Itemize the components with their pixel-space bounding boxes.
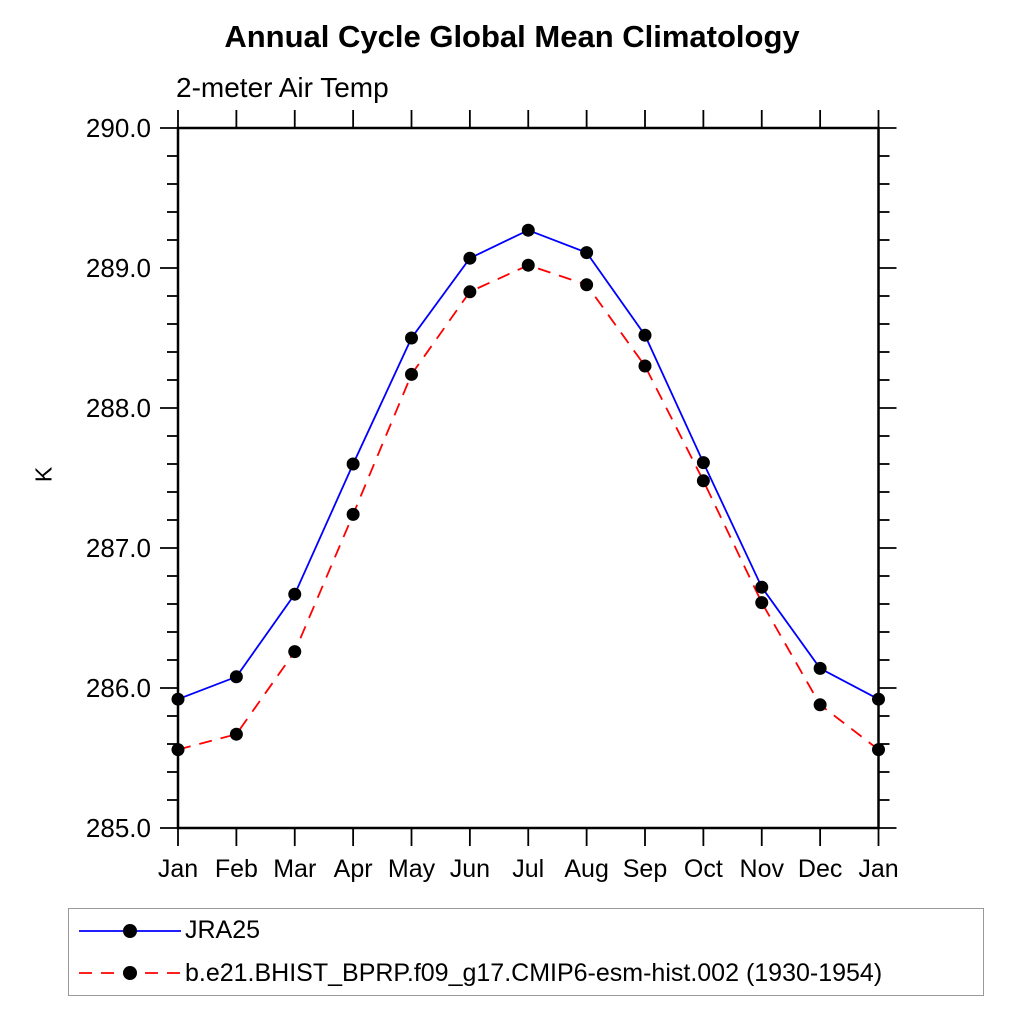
chart-subtitle: 2-meter Air Temp	[176, 72, 389, 103]
y-tick-label: 286.0	[86, 673, 151, 703]
data-point-s1	[346, 507, 360, 521]
series-line-1	[177, 264, 880, 751]
data-point-s1	[755, 596, 769, 610]
data-point-s0	[288, 587, 302, 601]
y-tick-label: 290.0	[86, 113, 151, 143]
data-point-s1	[229, 727, 243, 741]
data-point-s0	[405, 331, 418, 345]
data-point-s0	[463, 251, 477, 265]
x-tick-label: Sep	[623, 855, 667, 883]
legend-line-sample-dashed	[79, 966, 181, 981]
data-point-s1	[171, 743, 185, 757]
y-tick-label: 288.0	[86, 393, 151, 423]
x-tick-label: Aug	[564, 855, 608, 883]
chart-title: Annual Cycle Global Mean Climatology	[224, 19, 800, 54]
data-point-s1	[288, 645, 302, 659]
data-point-s0	[346, 457, 360, 471]
x-tick-label: May	[388, 855, 436, 883]
x-tick-label: Jan	[158, 855, 198, 883]
x-tick-label: Feb	[215, 855, 258, 883]
data-point-s0	[638, 328, 652, 342]
legend-row-jra25: JRA25	[69, 910, 983, 952]
data-point-s1	[405, 367, 418, 381]
legend: JRA25 b.e21.BHIST_BPRP.f09_g17.CMIP6-esm…	[68, 908, 984, 996]
legend-label-model: b.e21.BHIST_BPRP.f09_g17.CMIP6-esm-hist.…	[185, 958, 883, 987]
x-tick-label: Jun	[450, 855, 490, 883]
legend-row-model: b.e21.BHIST_BPRP.f09_g17.CMIP6-esm-hist.…	[69, 952, 983, 994]
data-point-s0	[872, 692, 885, 706]
data-point-s1	[872, 743, 885, 757]
data-point-s1	[580, 278, 594, 292]
x-tick-label: Jul	[512, 855, 544, 883]
x-tick-label: Dec	[798, 855, 842, 883]
data-point-s0	[229, 670, 243, 684]
x-tick-label: Nov	[740, 855, 785, 883]
y-tick-label: 289.0	[86, 253, 151, 283]
y-tick-label: 285.0	[86, 813, 151, 843]
data-point-s1	[638, 359, 652, 373]
x-tick-label: Mar	[273, 855, 316, 883]
data-point-s0	[580, 246, 594, 260]
data-point-s0	[696, 456, 710, 470]
plot-frame	[176, 126, 880, 830]
data-point-s1	[463, 285, 477, 299]
x-tick-label: Jan	[858, 855, 898, 883]
data-point-s1	[813, 698, 827, 712]
legend-line-sample-solid	[79, 923, 181, 938]
data-point-s0	[813, 661, 827, 675]
data-point-s1	[521, 258, 535, 272]
data-point-s0	[755, 580, 769, 594]
series-line-0	[177, 229, 879, 701]
data-point-s1	[696, 474, 710, 488]
x-tick-label: Apr	[334, 855, 373, 883]
legend-label-jra25: JRA25	[185, 916, 261, 945]
data-point-s0	[171, 692, 185, 706]
data-point-s0	[521, 223, 535, 237]
y-tick-label: 287.0	[86, 533, 151, 563]
x-tick-label: Oct	[684, 855, 723, 883]
